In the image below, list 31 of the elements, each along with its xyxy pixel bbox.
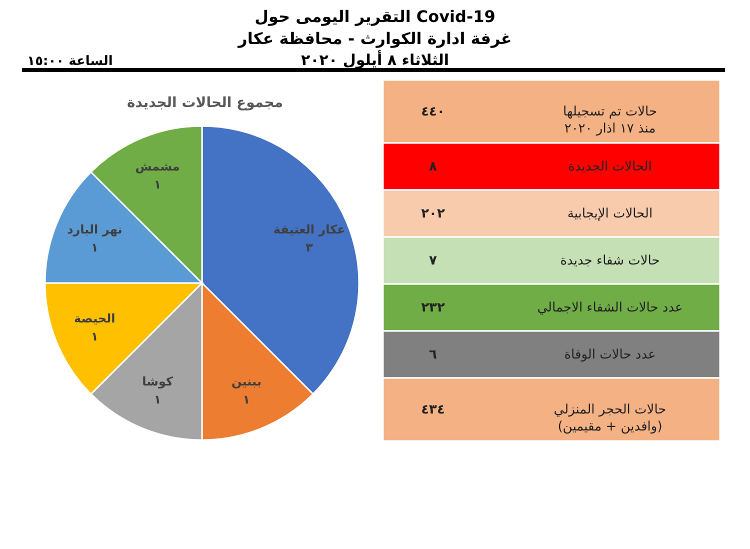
slice-label: الحيصة (74, 311, 116, 326)
category-label: حالات تم تسجيلها منذ ١٧ اذار ٢٠٢٠ (563, 104, 657, 136)
data-label: ١ (91, 329, 98, 344)
text: ٤٤٠ (421, 104, 445, 120)
text: الثلاثاء ٨ أيلول ٢٠٢٠ (301, 50, 449, 69)
data-label: ١ (154, 392, 162, 406)
slice-label: كوشا (142, 374, 173, 388)
category-label: عدد حالات الوفاة (564, 348, 656, 362)
text: ٢٣٢ (421, 300, 445, 316)
data-label: ١ (91, 240, 98, 255)
data-label: ١ (154, 178, 162, 192)
text: ٧ (429, 254, 437, 268)
text: ٨ (429, 160, 437, 174)
text: ٦ (429, 348, 437, 362)
slice-label: عكار العتيقة (273, 222, 346, 237)
data-label: ٣ (306, 240, 314, 255)
text: غرفة ادارة الكوارث - محافظة عكار (237, 29, 512, 48)
data-label: ١ (242, 392, 250, 406)
text: ٤٣٤ (421, 402, 445, 418)
category-label: عدد حالات الشفاء الاجمالي (537, 300, 683, 316)
category-label: حالات الحجر المنزلي (وافدين + مقيمين) (554, 402, 666, 434)
slice-label: نهر البارد (67, 222, 122, 237)
category-label: الحالات الإيجابية (567, 206, 653, 222)
slice-label: ببنين (231, 374, 262, 388)
text: التقرير اليومى حول Covid-19 (254, 7, 496, 26)
category-label: حالات شفاء جديدة (560, 254, 660, 268)
text: الساعة ١٥:٠٠ (27, 54, 113, 69)
text: ٢٠٢ (421, 206, 445, 222)
category-label: الحالات الجديدة (568, 160, 652, 174)
slice-label: مشمش (135, 160, 180, 174)
chart-title: مجموع الحالات الجديدة (127, 95, 283, 111)
